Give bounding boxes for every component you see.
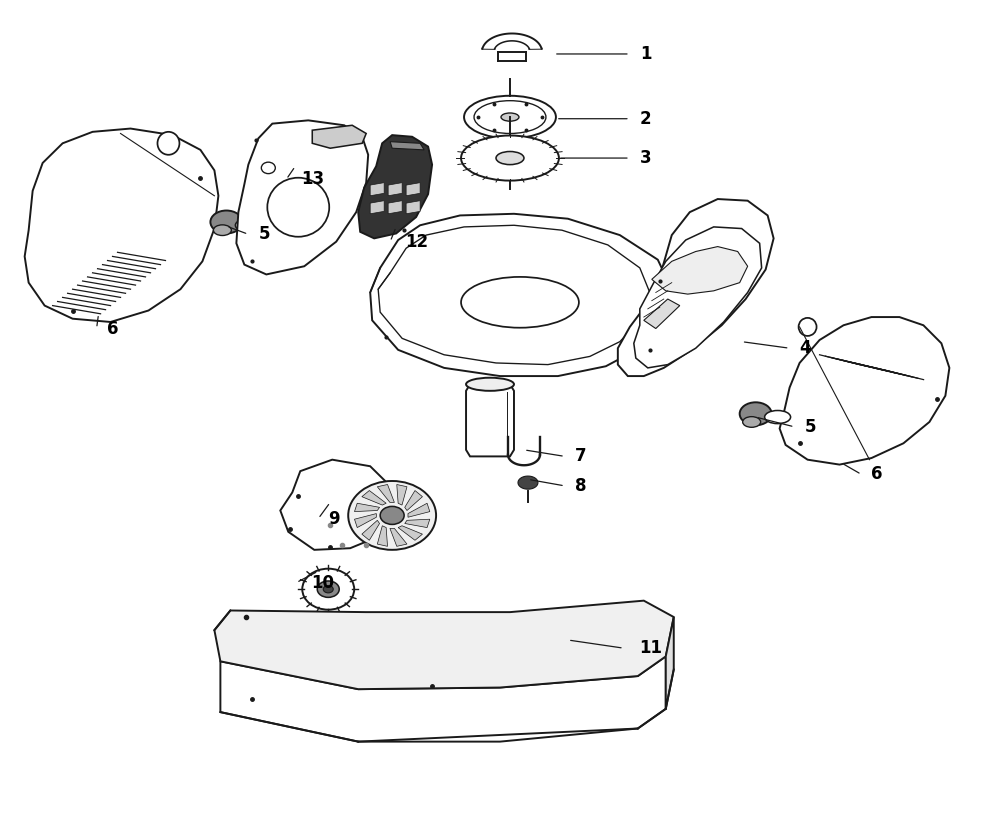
Polygon shape — [370, 200, 384, 213]
Polygon shape — [652, 246, 748, 294]
Polygon shape — [780, 317, 949, 465]
Ellipse shape — [799, 318, 817, 336]
Ellipse shape — [461, 277, 579, 328]
Polygon shape — [406, 200, 420, 213]
Ellipse shape — [496, 152, 524, 165]
Polygon shape — [518, 476, 538, 489]
Polygon shape — [388, 200, 402, 213]
Text: 5: 5 — [805, 418, 816, 436]
Ellipse shape — [501, 113, 519, 122]
Polygon shape — [280, 460, 392, 550]
Text: 1: 1 — [640, 45, 651, 63]
Ellipse shape — [740, 402, 772, 425]
Ellipse shape — [213, 225, 231, 236]
Polygon shape — [388, 182, 402, 195]
Text: 9: 9 — [328, 510, 340, 528]
Ellipse shape — [210, 210, 242, 233]
Polygon shape — [25, 129, 218, 322]
Ellipse shape — [765, 410, 791, 424]
Ellipse shape — [323, 585, 333, 593]
Polygon shape — [666, 617, 674, 709]
Polygon shape — [354, 503, 380, 511]
Text: 6: 6 — [107, 319, 118, 337]
Text: 6: 6 — [871, 466, 883, 484]
Ellipse shape — [235, 218, 261, 232]
Polygon shape — [398, 525, 422, 540]
Ellipse shape — [461, 135, 559, 181]
Polygon shape — [405, 519, 430, 528]
Polygon shape — [405, 490, 422, 511]
Text: 12: 12 — [405, 232, 428, 250]
Ellipse shape — [348, 481, 436, 550]
Polygon shape — [236, 121, 368, 274]
Text: 10: 10 — [311, 574, 334, 592]
Text: 5: 5 — [258, 225, 270, 243]
Polygon shape — [466, 384, 514, 456]
Ellipse shape — [466, 378, 514, 391]
Polygon shape — [377, 525, 388, 546]
Ellipse shape — [157, 132, 179, 155]
Text: 4: 4 — [800, 339, 811, 357]
Polygon shape — [354, 514, 376, 528]
Text: 8: 8 — [575, 477, 586, 495]
Ellipse shape — [261, 163, 275, 173]
Polygon shape — [482, 34, 542, 49]
Polygon shape — [408, 503, 430, 517]
Ellipse shape — [302, 569, 354, 610]
Ellipse shape — [743, 416, 761, 427]
Polygon shape — [220, 656, 666, 741]
Text: 13: 13 — [301, 171, 324, 188]
Polygon shape — [406, 182, 420, 195]
Polygon shape — [214, 601, 674, 689]
Polygon shape — [358, 135, 432, 238]
Text: 7: 7 — [575, 447, 587, 466]
Polygon shape — [397, 484, 407, 505]
Polygon shape — [644, 299, 680, 328]
Polygon shape — [362, 490, 386, 505]
Polygon shape — [634, 227, 762, 368]
Ellipse shape — [464, 96, 556, 139]
Polygon shape — [370, 182, 384, 195]
Polygon shape — [312, 126, 366, 149]
Text: 11: 11 — [639, 640, 662, 657]
Polygon shape — [370, 213, 672, 376]
Ellipse shape — [474, 101, 546, 134]
Polygon shape — [618, 199, 774, 376]
Polygon shape — [390, 529, 407, 546]
Text: 3: 3 — [640, 149, 651, 167]
Polygon shape — [377, 484, 394, 502]
Ellipse shape — [267, 177, 329, 236]
Ellipse shape — [317, 581, 339, 598]
Text: 2: 2 — [640, 110, 651, 128]
Polygon shape — [378, 225, 650, 365]
Polygon shape — [362, 521, 380, 540]
Polygon shape — [390, 142, 424, 150]
Ellipse shape — [380, 507, 404, 525]
